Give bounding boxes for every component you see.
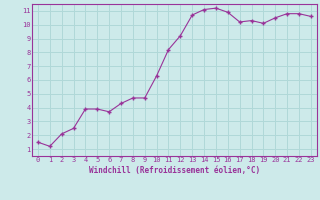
X-axis label: Windchill (Refroidissement éolien,°C): Windchill (Refroidissement éolien,°C) <box>89 166 260 175</box>
